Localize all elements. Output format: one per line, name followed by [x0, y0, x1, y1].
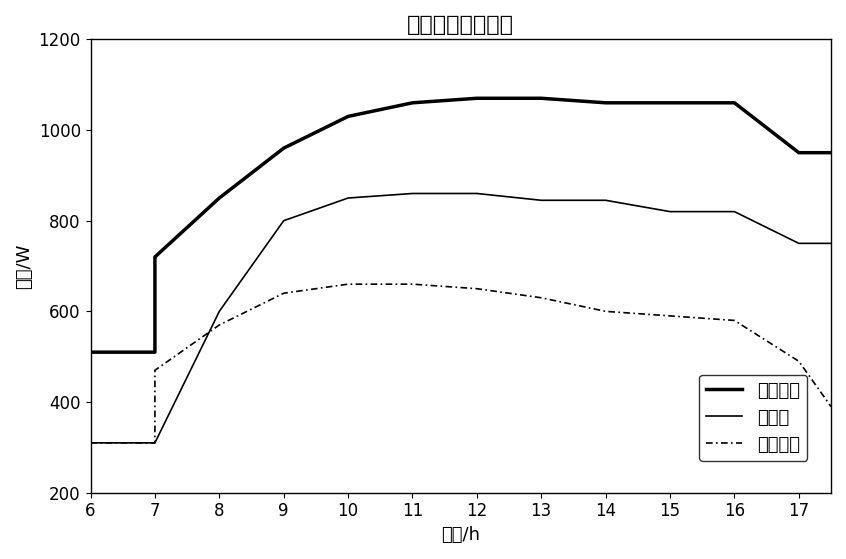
功率上限	[214, 195, 224, 201]
功率上限	[601, 100, 611, 106]
功率下限	[214, 321, 224, 328]
功率下限	[150, 439, 160, 446]
功率上限	[536, 95, 547, 102]
功率上限	[826, 149, 836, 156]
功率下限	[601, 308, 611, 315]
功率下限	[278, 290, 288, 297]
Line: 功率下限: 功率下限	[91, 284, 831, 443]
X-axis label: 时间/h: 时间/h	[442, 526, 481, 544]
预测值	[408, 190, 418, 197]
功率下限	[729, 317, 739, 324]
功率下限	[85, 439, 96, 446]
预测值	[472, 190, 482, 197]
功率下限	[408, 281, 418, 287]
预测值	[794, 240, 804, 247]
功率上限	[729, 100, 739, 106]
预测值	[278, 217, 288, 224]
预测值	[665, 209, 675, 215]
Line: 预测值: 预测值	[91, 193, 831, 443]
功率下限	[794, 358, 804, 364]
Title: 负荷功率预测区间: 负荷功率预测区间	[407, 15, 514, 35]
Legend: 功率上限, 预测值, 功率下限: 功率上限, 预测值, 功率下限	[699, 375, 807, 461]
功率上限	[150, 349, 160, 356]
功率上限	[278, 145, 288, 151]
功率下限	[826, 403, 836, 410]
Y-axis label: 功率/W: 功率/W	[15, 243, 33, 288]
功率下限	[472, 285, 482, 292]
预测值	[343, 195, 353, 201]
功率下限	[536, 295, 547, 301]
预测值	[826, 240, 836, 247]
预测值	[601, 197, 611, 203]
功率下限	[150, 367, 160, 373]
功率上限	[408, 100, 418, 106]
功率上限	[85, 349, 96, 356]
功率上限	[472, 95, 482, 102]
预测值	[150, 439, 160, 446]
预测值	[214, 308, 224, 315]
功率下限	[343, 281, 353, 287]
预测值	[85, 439, 96, 446]
功率上限	[794, 149, 804, 156]
预测值	[536, 197, 547, 203]
功率上限	[343, 113, 353, 120]
预测值	[729, 209, 739, 215]
功率上限	[150, 254, 160, 260]
Line: 功率上限: 功率上限	[91, 98, 831, 352]
